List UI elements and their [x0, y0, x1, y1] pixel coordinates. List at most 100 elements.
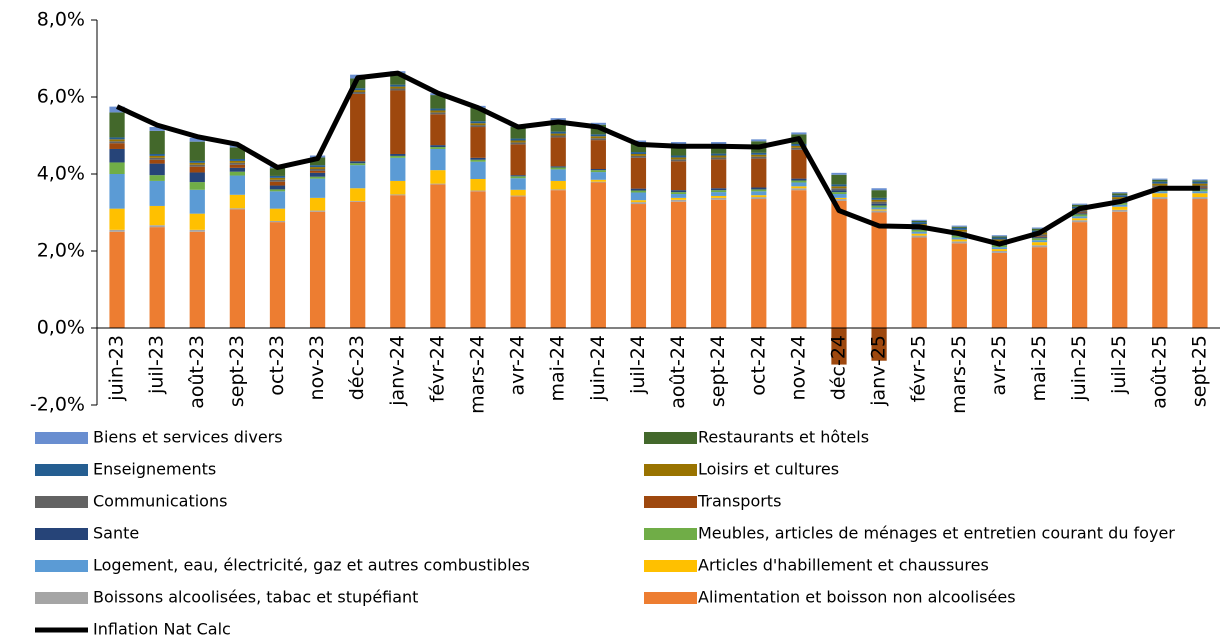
bar-segment [871, 190, 887, 198]
bar-segment [831, 328, 847, 365]
bar-segment [550, 190, 566, 328]
bar-segment [229, 162, 245, 165]
bar-segment [430, 112, 446, 115]
bar-segment [751, 191, 767, 196]
bar-segment [510, 195, 526, 197]
bar-segment [590, 170, 606, 173]
bar-segment [390, 84, 406, 87]
bar-segment [309, 210, 326, 212]
bar-segment [470, 127, 486, 158]
bar-segment [109, 231, 125, 328]
bar-segment [670, 142, 687, 144]
bar-segment [350, 93, 366, 162]
bar-segment [550, 118, 566, 121]
bar-segment [1072, 203, 1088, 205]
bar-segment [911, 222, 927, 225]
bar-segment [189, 164, 205, 167]
bar-segment [269, 175, 286, 178]
bar-segment [871, 188, 887, 191]
bar-segment [831, 200, 847, 328]
bar-segment [711, 192, 727, 196]
bar-segment [831, 190, 847, 193]
bar-segment [831, 194, 847, 198]
legend-swatch [644, 496, 697, 508]
bar-segment [1152, 199, 1168, 328]
bar-segment [831, 184, 847, 187]
bar-segment [751, 187, 767, 190]
x-tick-label: juil-25 [1108, 335, 1130, 395]
bar-segment [911, 237, 927, 328]
bar-segment [350, 163, 366, 166]
bar-segment [1152, 178, 1168, 180]
legend-label: Articles d'habillement et chaussures [698, 556, 989, 575]
bar-segment [1072, 204, 1088, 207]
bar-segment [470, 191, 486, 328]
bar-segment [1192, 180, 1208, 182]
bar-segment [430, 147, 446, 149]
bar-segment [911, 233, 927, 236]
bar-segment [1072, 212, 1088, 214]
legend-swatch [35, 496, 88, 508]
bar-segment [550, 180, 566, 190]
bar-segment [189, 141, 205, 161]
x-tick-label: déc-23 [346, 335, 368, 400]
bar-segment [911, 229, 927, 232]
bar-segment [510, 175, 526, 177]
bar-segment [309, 211, 326, 328]
bar-segment [229, 160, 245, 163]
bar-segment [791, 143, 807, 146]
bar-segment [831, 197, 847, 200]
bar-segment [149, 127, 165, 131]
x-tick-label: oct-23 [266, 335, 288, 396]
bar-segment [670, 155, 687, 158]
bar-segment [149, 205, 165, 226]
bar-segment [1072, 222, 1088, 328]
bar-segment [550, 137, 566, 167]
bar-segment [751, 139, 767, 142]
bar-segment [430, 148, 446, 171]
bar-segment [711, 188, 727, 191]
bar-segment [189, 162, 205, 165]
bar-segment [951, 237, 967, 240]
bar-segment [149, 159, 165, 164]
x-tick-label: févr-24 [426, 335, 448, 402]
bar-segment [390, 86, 406, 89]
bar-segment [670, 157, 687, 160]
bar-segment [470, 123, 486, 126]
bar-segment [1152, 193, 1168, 198]
bar-segment [751, 195, 767, 198]
bar-segment [550, 133, 566, 136]
x-tick-label: mars-25 [948, 335, 970, 414]
bar-segment [1031, 247, 1048, 328]
bar-segment [430, 114, 446, 146]
bar-segment [470, 190, 486, 192]
bar-segment [229, 171, 245, 176]
bar-segment [791, 178, 807, 181]
legend-label: Loisirs et cultures [698, 460, 839, 479]
bar-segment [991, 249, 1008, 251]
bar-segment [991, 237, 1008, 240]
legend-label: Biens et services divers [93, 428, 283, 447]
legend-label: Alimentation et boisson non alcoolisées [698, 588, 1016, 607]
bar-segment [309, 157, 326, 166]
bar-segment [309, 170, 326, 173]
bar-segment [711, 142, 727, 144]
bar-segment [189, 229, 205, 232]
bar-segment [390, 180, 406, 195]
bar-segment [350, 188, 366, 201]
bar-segment [670, 197, 687, 200]
bar-segment [149, 153, 165, 156]
bar-segment [1192, 179, 1208, 181]
bar-segment [470, 179, 486, 191]
bar-segment [350, 201, 366, 328]
bar-segment [350, 165, 366, 189]
legend-label: Transports [697, 492, 781, 511]
bar-segment [711, 153, 727, 156]
bar-segment [430, 110, 446, 113]
bar-segment [430, 170, 446, 184]
x-tick-label: juin-23 [106, 335, 128, 402]
bar-segment [711, 199, 727, 328]
bar-segment [670, 159, 687, 162]
bar-segment [430, 183, 446, 185]
x-tick-label: nov-24 [787, 335, 809, 400]
